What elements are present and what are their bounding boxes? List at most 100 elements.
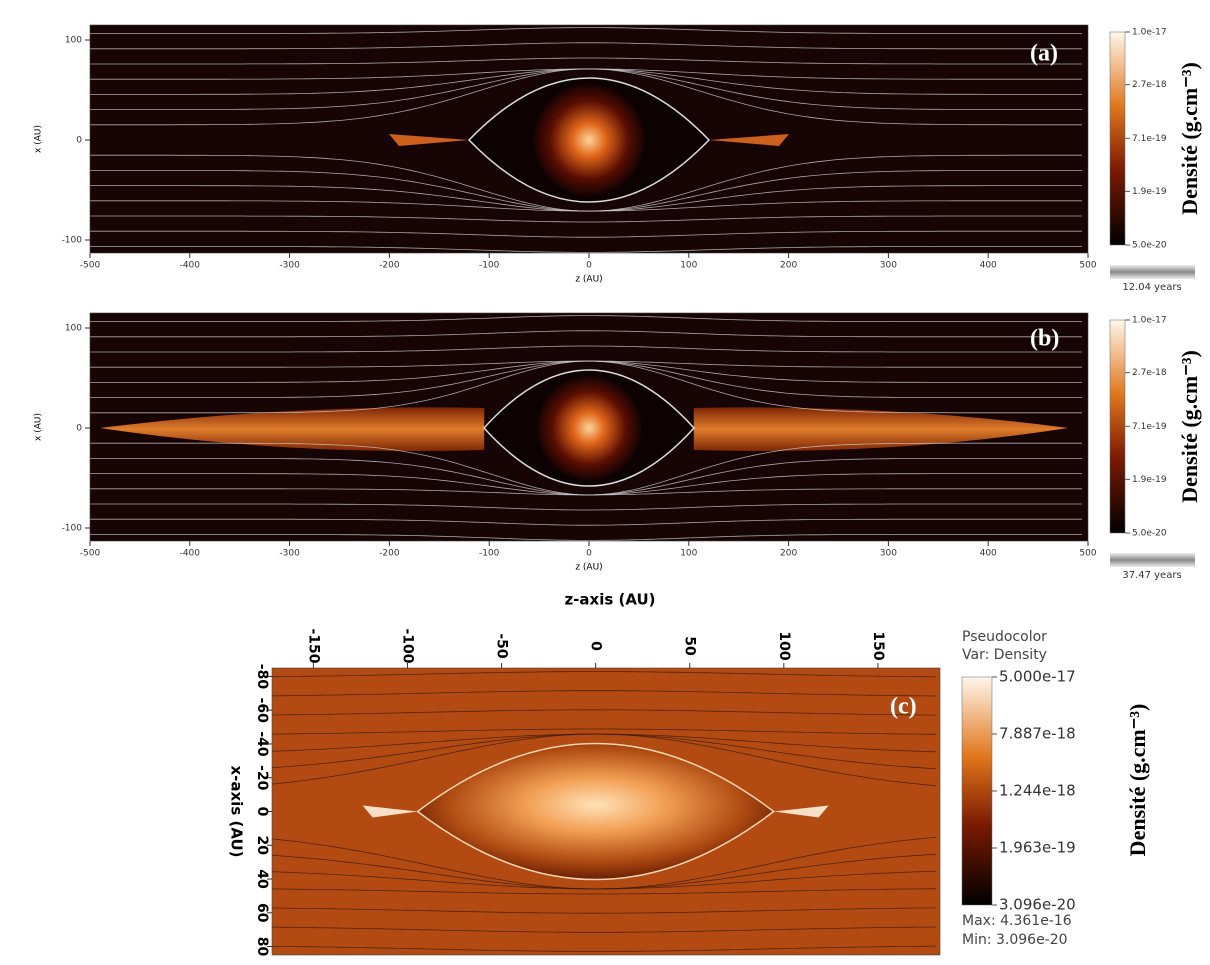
x-tick-label: 0 <box>586 549 592 559</box>
x-tick-label: -200 <box>379 261 400 271</box>
x-tick-label: -100 <box>479 261 500 271</box>
x-tick-label: 150 <box>870 631 886 660</box>
x-tick-label: 100 <box>680 261 697 271</box>
x-tick-label: 500 <box>1079 261 1096 271</box>
field-line <box>90 534 1082 541</box>
y-tick-label: 40 <box>254 869 270 889</box>
x-tick-label: 300 <box>880 261 897 271</box>
time-bar <box>1110 553 1195 567</box>
colorbar-tick-label: 7.1e-19 <box>1132 134 1167 144</box>
panel-label: (a) <box>1030 41 1058 67</box>
x-tick-label: 200 <box>780 261 797 271</box>
panel-label: (b) <box>1030 326 1059 352</box>
core <box>536 375 642 481</box>
field-line <box>90 68 1082 126</box>
colorbar <box>1109 319 1126 534</box>
field-line <box>90 57 1082 65</box>
x-tick-label: 0 <box>586 261 592 271</box>
shared-x-label: z-axis (AU) <box>564 591 655 609</box>
y-tick-label: 80 <box>254 937 270 957</box>
colorbar <box>1109 31 1126 246</box>
colorbar-tick-label: 5.0e-20 <box>1132 241 1167 251</box>
field-line <box>90 27 1082 34</box>
x-tick-label: -400 <box>180 261 201 271</box>
y-tick-label: -40 <box>254 731 270 757</box>
y-tick-label: 20 <box>254 836 270 856</box>
colorbar <box>961 676 993 906</box>
x-tick-label: 50 <box>682 636 698 656</box>
field-line <box>271 733 937 787</box>
colorbar-tick-label: 1.244e-18 <box>999 782 1076 800</box>
field-line <box>90 488 1082 496</box>
colorbar-tick-label: 2.7e-18 <box>1132 80 1167 90</box>
x-axis-label: z (AU) <box>575 275 602 285</box>
y-tick-label: 0 <box>76 424 82 434</box>
field-line <box>271 907 936 914</box>
x-tick-label: 0 <box>588 641 604 651</box>
colorbar-tick-label: 5.0e-20 <box>1132 529 1167 539</box>
field-line <box>271 926 937 933</box>
y-axis-label: x-axis (AU) <box>228 765 246 857</box>
time-label: 12.04 years <box>1122 282 1181 293</box>
x-tick-label: 400 <box>980 549 997 559</box>
jet <box>709 134 789 146</box>
y-tick-label: -100 <box>62 236 83 246</box>
field-line <box>90 246 1082 253</box>
panel-label: (c) <box>890 694 917 720</box>
colorbar-tick-label: 5.000e-17 <box>999 668 1076 686</box>
x-tick-label: -100 <box>479 549 500 559</box>
x-tick-label: -300 <box>279 261 300 271</box>
colorbar-title: Densité (g.cm⁻³) <box>1125 704 1150 857</box>
y-tick-label: 0 <box>254 807 270 817</box>
colorbar-tick-label: 1.9e-19 <box>1132 187 1167 197</box>
y-tick-label: -100 <box>62 524 83 534</box>
x-tick-label: 200 <box>780 549 797 559</box>
field-line <box>90 518 1082 526</box>
field-line <box>90 315 1082 322</box>
x-tick-label: -300 <box>279 549 300 559</box>
colorbar-tick-label: 1.0e-17 <box>1132 28 1167 38</box>
x-tick-label: -500 <box>80 549 101 559</box>
x-tick-label: -150 <box>305 628 321 663</box>
x-tick-label: 400 <box>980 261 997 271</box>
min-label: Min: 3.096e-20 <box>962 932 1068 948</box>
colorbar-tick-label: 2.7e-18 <box>1132 368 1167 378</box>
field-line <box>90 42 1082 50</box>
jet <box>773 805 829 818</box>
cavity <box>416 742 775 881</box>
x-axis-label: z (AU) <box>575 563 602 573</box>
colorbar-title: Densité (g.cm⁻³) <box>1177 62 1202 215</box>
jet <box>99 407 485 452</box>
y-tick-label: -80 <box>254 664 270 690</box>
y-tick-label: 100 <box>65 324 82 334</box>
max-label: Max: 4.361e-16 <box>962 913 1072 929</box>
y-tick-label: -20 <box>254 765 270 791</box>
jet <box>693 407 1069 452</box>
y-tick-label: -60 <box>254 698 270 724</box>
time-label: 37.47 years <box>1122 570 1181 581</box>
colorbar-title: Densité (g.cm⁻³) <box>1177 350 1202 503</box>
colorbar-tick-label: 3.096e-20 <box>999 896 1076 914</box>
time-bar <box>1110 265 1195 279</box>
core <box>533 84 645 196</box>
x-tick-label: -500 <box>80 261 101 271</box>
colorbar-tick-label: 7.887e-18 <box>999 725 1076 743</box>
colorbar-tick-label: 7.1e-19 <box>1132 422 1167 432</box>
y-tick-label: 0 <box>76 136 82 146</box>
colorbar-tick-label: 1.9e-19 <box>1132 475 1167 485</box>
field-line <box>271 690 937 697</box>
field-line <box>271 945 937 952</box>
colorbar-tick-label: 1.963e-19 <box>999 838 1076 856</box>
x-tick-label: -400 <box>180 549 201 559</box>
legend-var: Var: Density <box>962 647 1047 663</box>
field-line <box>90 200 1082 212</box>
y-tick-label: 60 <box>254 903 270 923</box>
field-line <box>271 728 937 735</box>
x-tick-label: -200 <box>379 549 400 559</box>
jet <box>389 134 469 146</box>
field-line <box>271 709 936 716</box>
x-tick-label: 300 <box>880 549 897 559</box>
x-tick-label: 500 <box>1079 549 1096 559</box>
field-line <box>90 360 1082 414</box>
